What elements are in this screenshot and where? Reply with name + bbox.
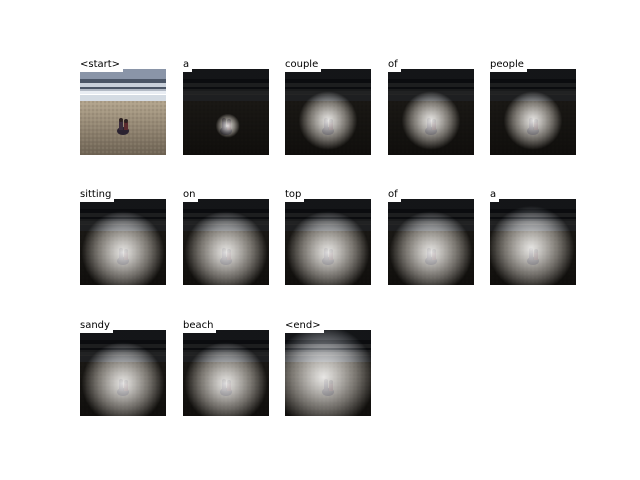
word-label: sandy xyxy=(80,320,113,333)
panel: beach xyxy=(183,320,269,416)
word-label: a xyxy=(490,189,500,202)
word-label: sitting xyxy=(80,189,115,202)
word-label: people xyxy=(490,59,527,72)
attention-map xyxy=(490,69,576,155)
attention-map xyxy=(490,199,576,285)
word-label: of xyxy=(388,189,401,202)
word-label: a xyxy=(183,59,193,72)
attention-map xyxy=(388,69,474,155)
panel: people xyxy=(490,59,576,155)
panel: of xyxy=(388,189,474,285)
panel: couple xyxy=(285,59,371,155)
attention-map xyxy=(183,330,269,416)
panel: of xyxy=(388,59,474,155)
panel: a xyxy=(183,59,269,155)
panel: <start> xyxy=(80,59,166,155)
attention-map xyxy=(285,69,371,155)
attention-map xyxy=(285,330,371,416)
attention-map xyxy=(183,199,269,285)
attention-map xyxy=(80,330,166,416)
word-label: beach xyxy=(183,320,217,333)
attention-map xyxy=(183,69,269,155)
panel: on xyxy=(183,189,269,285)
panel: <end> xyxy=(285,320,371,416)
attention-map xyxy=(80,199,166,285)
word-label: <start> xyxy=(80,59,124,72)
beach-photo xyxy=(80,69,166,155)
word-label: <end> xyxy=(285,320,324,333)
panel: a xyxy=(490,189,576,285)
word-label: on xyxy=(183,189,199,202)
word-label: of xyxy=(388,59,401,72)
panel: sandy xyxy=(80,320,166,416)
panel: top xyxy=(285,189,371,285)
word-label: top xyxy=(285,189,305,202)
attention-map xyxy=(285,199,371,285)
panel: sitting xyxy=(80,189,166,285)
attention-map xyxy=(388,199,474,285)
word-label: couple xyxy=(285,59,322,72)
